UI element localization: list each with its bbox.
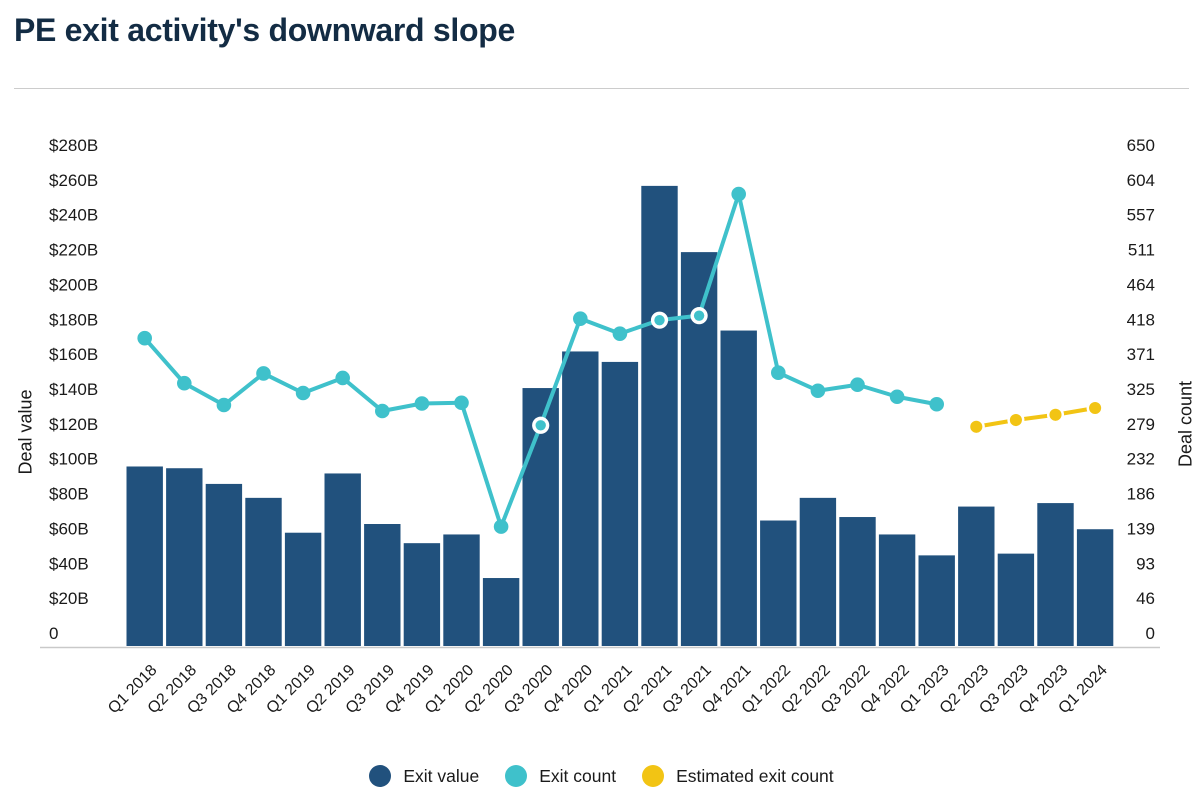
right-axis-tick-label: 139 xyxy=(1127,519,1155,538)
bar-q1-2021 xyxy=(601,361,639,646)
bar-q4-2021 xyxy=(720,330,757,646)
bar-q3-2023 xyxy=(997,553,1035,646)
marker-exit-count-q1-2023 xyxy=(929,396,944,412)
marker-exit-count-q2-2018 xyxy=(177,375,192,391)
bar-q2-2018 xyxy=(166,468,203,646)
left-axis-tick-label: 0 xyxy=(49,624,58,643)
marker-exit-count-q3-2020 xyxy=(535,420,546,431)
right-axis-tick-label: 418 xyxy=(1127,310,1155,329)
right-axis-tick-label: 464 xyxy=(1127,275,1155,294)
legend-dot-estimated-exit-count xyxy=(642,765,665,787)
legend-label-exit-count: Exit count xyxy=(539,765,617,786)
marker-exit-count-q3-2022 xyxy=(850,377,865,393)
bar-q3-2019 xyxy=(364,524,401,646)
bar-q1-2019 xyxy=(284,532,322,646)
bar-q3-2022 xyxy=(839,517,876,646)
right-axis-tick-label: 186 xyxy=(1127,485,1155,504)
right-axis-tick-label: 93 xyxy=(1136,554,1155,573)
bar-q1-2023 xyxy=(918,555,955,646)
right-axis-tick-label: 232 xyxy=(1127,450,1155,469)
marker-exit-count-q1-2019 xyxy=(295,385,311,401)
marker-exit-count-q2-2021 xyxy=(654,314,665,326)
right-axis-tick-label: 279 xyxy=(1127,415,1155,434)
right-axis-tick-label: 325 xyxy=(1127,380,1155,399)
bar-q1-2018 xyxy=(126,466,163,646)
bar-q1-2022 xyxy=(760,520,797,646)
marker-exit-count-q1-2018 xyxy=(137,330,152,346)
bar-q1-2024 xyxy=(1076,529,1114,646)
left-axis-tick-label: $60B xyxy=(49,519,89,538)
marker-exit-count-q4-2019 xyxy=(414,396,430,411)
right-axis-tick-label: 371 xyxy=(1127,345,1155,364)
bar-q4-2023 xyxy=(1037,503,1074,646)
marker-exit-count-q1-2022 xyxy=(771,365,786,381)
bar-q4-2020 xyxy=(562,351,599,646)
marker-exit-count-q4-2018 xyxy=(256,366,271,381)
page-title: PE exit activity's downward slope xyxy=(14,12,515,48)
bar-q2-2019 xyxy=(324,473,361,646)
bar-q1-2020 xyxy=(443,534,480,646)
left-axis-tick-label: $280B xyxy=(49,136,98,155)
legend-dot-exit-value xyxy=(369,765,392,787)
bar-q4-2022 xyxy=(878,534,916,646)
left-axis-tick-label: $100B xyxy=(49,450,98,469)
bar-q2-2021 xyxy=(641,185,678,646)
legend-item-exit-count: Exit count xyxy=(505,765,616,787)
left-axis-title: Deal value xyxy=(15,389,36,475)
marker-exit-count-q2-2022 xyxy=(810,383,826,399)
right-axis-tick-label: 46 xyxy=(1136,589,1155,608)
left-axis-tick-label: $220B xyxy=(49,241,98,260)
marker-exit-count-q4-2021 xyxy=(731,186,746,202)
bar-q2-2020 xyxy=(482,578,520,646)
chart-legend: Exit value Exit count Estimated exit cou… xyxy=(0,765,1203,787)
bar-q2-2023 xyxy=(958,506,995,646)
marker-exit-count-q1-2021 xyxy=(612,326,628,341)
bar-q3-2018 xyxy=(205,483,243,646)
right-axis-tick-label: 604 xyxy=(1127,171,1155,190)
bar-q4-2019 xyxy=(403,543,441,646)
legend-label-exit-value: Exit value xyxy=(403,765,480,786)
legend-dot-exit-count xyxy=(505,765,528,787)
left-axis-tick-label: $20B xyxy=(49,589,89,608)
marker-estimated-exit-count-q1-2024 xyxy=(1086,399,1104,417)
marker-exit-count-q2-2020 xyxy=(493,519,509,534)
right-axis-tick-label: 0 xyxy=(1146,624,1155,643)
title-divider xyxy=(14,88,1189,89)
marker-estimated-exit-count-q2-2023 xyxy=(967,418,985,436)
left-axis-tick-label: $140B xyxy=(49,380,98,399)
legend-item-estimated-exit-count: Estimated exit count xyxy=(642,765,834,787)
line-estimated-exit-count xyxy=(974,406,1098,429)
left-axis-tick-label: $240B xyxy=(49,206,98,225)
marker-estimated-exit-count-q4-2023 xyxy=(1046,406,1065,424)
left-axis-tick-label: $80B xyxy=(49,485,89,504)
left-axis-tick-label: $40B xyxy=(49,554,89,573)
left-axis-tick-label: $120B xyxy=(49,415,98,434)
right-axis-tick-label: 650 xyxy=(1127,136,1155,155)
bar-q2-2022 xyxy=(799,497,837,646)
marker-exit-count-q3-2019 xyxy=(375,403,390,419)
left-axis-tick-label: $200B xyxy=(49,275,98,294)
marker-exit-count-q3-2021 xyxy=(693,310,705,321)
marker-exit-count-q1-2020 xyxy=(454,395,469,411)
right-axis-title: Deal count xyxy=(1175,380,1196,468)
marker-estimated-exit-count-q3-2023 xyxy=(1007,411,1025,429)
right-axis-tick-label: 511 xyxy=(1128,241,1155,260)
marker-exit-count-q4-2020 xyxy=(573,311,588,326)
marker-exit-count-q4-2022 xyxy=(889,389,905,405)
legend-item-exit-value: Exit value xyxy=(369,765,479,787)
left-axis-tick-label: $260B xyxy=(49,171,98,190)
legend-label-estimated-exit-count: Estimated exit count xyxy=(676,765,834,786)
left-axis-tick-label: $160B xyxy=(49,345,98,364)
bar-q4-2018 xyxy=(245,497,282,646)
marker-exit-count-q2-2019 xyxy=(335,370,351,386)
right-axis-tick-label: 557 xyxy=(1127,206,1155,225)
left-axis-tick-label: $180B xyxy=(49,310,98,329)
marker-exit-count-q3-2018 xyxy=(216,397,232,413)
